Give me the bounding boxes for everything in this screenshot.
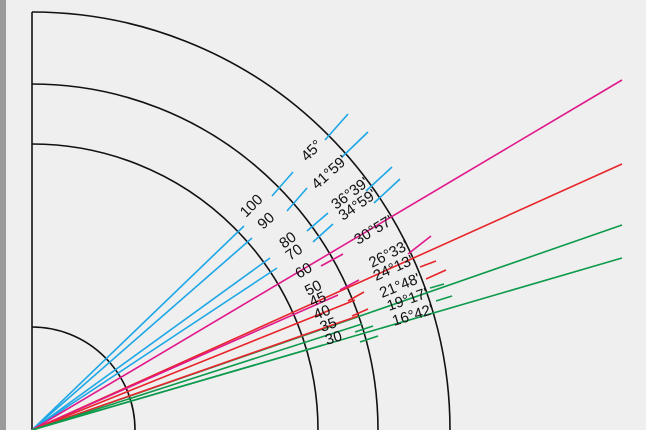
ray-red-short-1 xyxy=(31,299,356,430)
tick-blue-1 xyxy=(324,113,349,141)
ray-green-short-2 xyxy=(31,344,324,430)
arc-2 xyxy=(31,143,319,430)
inner-label-40: 40 xyxy=(311,302,333,324)
ray-green-short-1 xyxy=(31,323,363,430)
tick-blue-4 xyxy=(373,178,401,204)
inner-label-90: 90 xyxy=(254,209,278,233)
tick-blue-8 xyxy=(312,223,334,243)
inner-label-50: 50 xyxy=(302,277,325,300)
tick-blue-7 xyxy=(306,212,329,232)
tick-red-15 xyxy=(425,269,447,280)
ray-blue-long-2 xyxy=(31,237,253,430)
arc-3 xyxy=(31,83,379,430)
arc-1 xyxy=(31,326,136,430)
tick-green-19 xyxy=(435,295,453,302)
tick-magenta-10 xyxy=(339,279,360,291)
tick-red-12 xyxy=(347,291,365,302)
tick-magenta-9 xyxy=(320,253,344,267)
tick-red-13 xyxy=(351,308,369,317)
ray-magenta-long xyxy=(31,79,623,430)
tick-blue-5 xyxy=(271,171,294,197)
arc-4 xyxy=(31,11,451,430)
inner-label-60: 60 xyxy=(292,259,315,282)
tick-red-14 xyxy=(419,260,437,268)
outer-label-45deg: 45° xyxy=(298,137,326,165)
inner-label-30: 30 xyxy=(323,328,344,349)
tick-green-16 xyxy=(354,325,374,333)
ray-red-long-1 xyxy=(31,163,623,430)
ray-blue-long-1 xyxy=(31,225,245,430)
tick-green-18 xyxy=(429,283,445,289)
rays-group xyxy=(31,79,623,430)
ray-magenta-short xyxy=(31,294,339,430)
ticks-group xyxy=(271,113,453,343)
ray-blue-long-4 xyxy=(31,267,278,430)
inner-label-45: 45 xyxy=(307,288,329,310)
left-border xyxy=(0,0,6,430)
tick-blue-3 xyxy=(365,166,393,192)
tick-blue-6 xyxy=(286,187,308,212)
ray-blue-long-3 xyxy=(31,257,271,430)
arcs-group xyxy=(31,11,451,430)
tick-green-17 xyxy=(359,335,379,343)
inner-label-80: 80 xyxy=(276,229,300,253)
outer-label-30deg57: 30°57' xyxy=(351,212,396,248)
inner-label-70: 70 xyxy=(283,241,306,264)
tick-blue-2 xyxy=(341,131,369,158)
tick-magenta-11 xyxy=(407,235,432,255)
inner-label-35: 35 xyxy=(318,314,339,336)
ray-red-short-2 xyxy=(31,315,359,430)
